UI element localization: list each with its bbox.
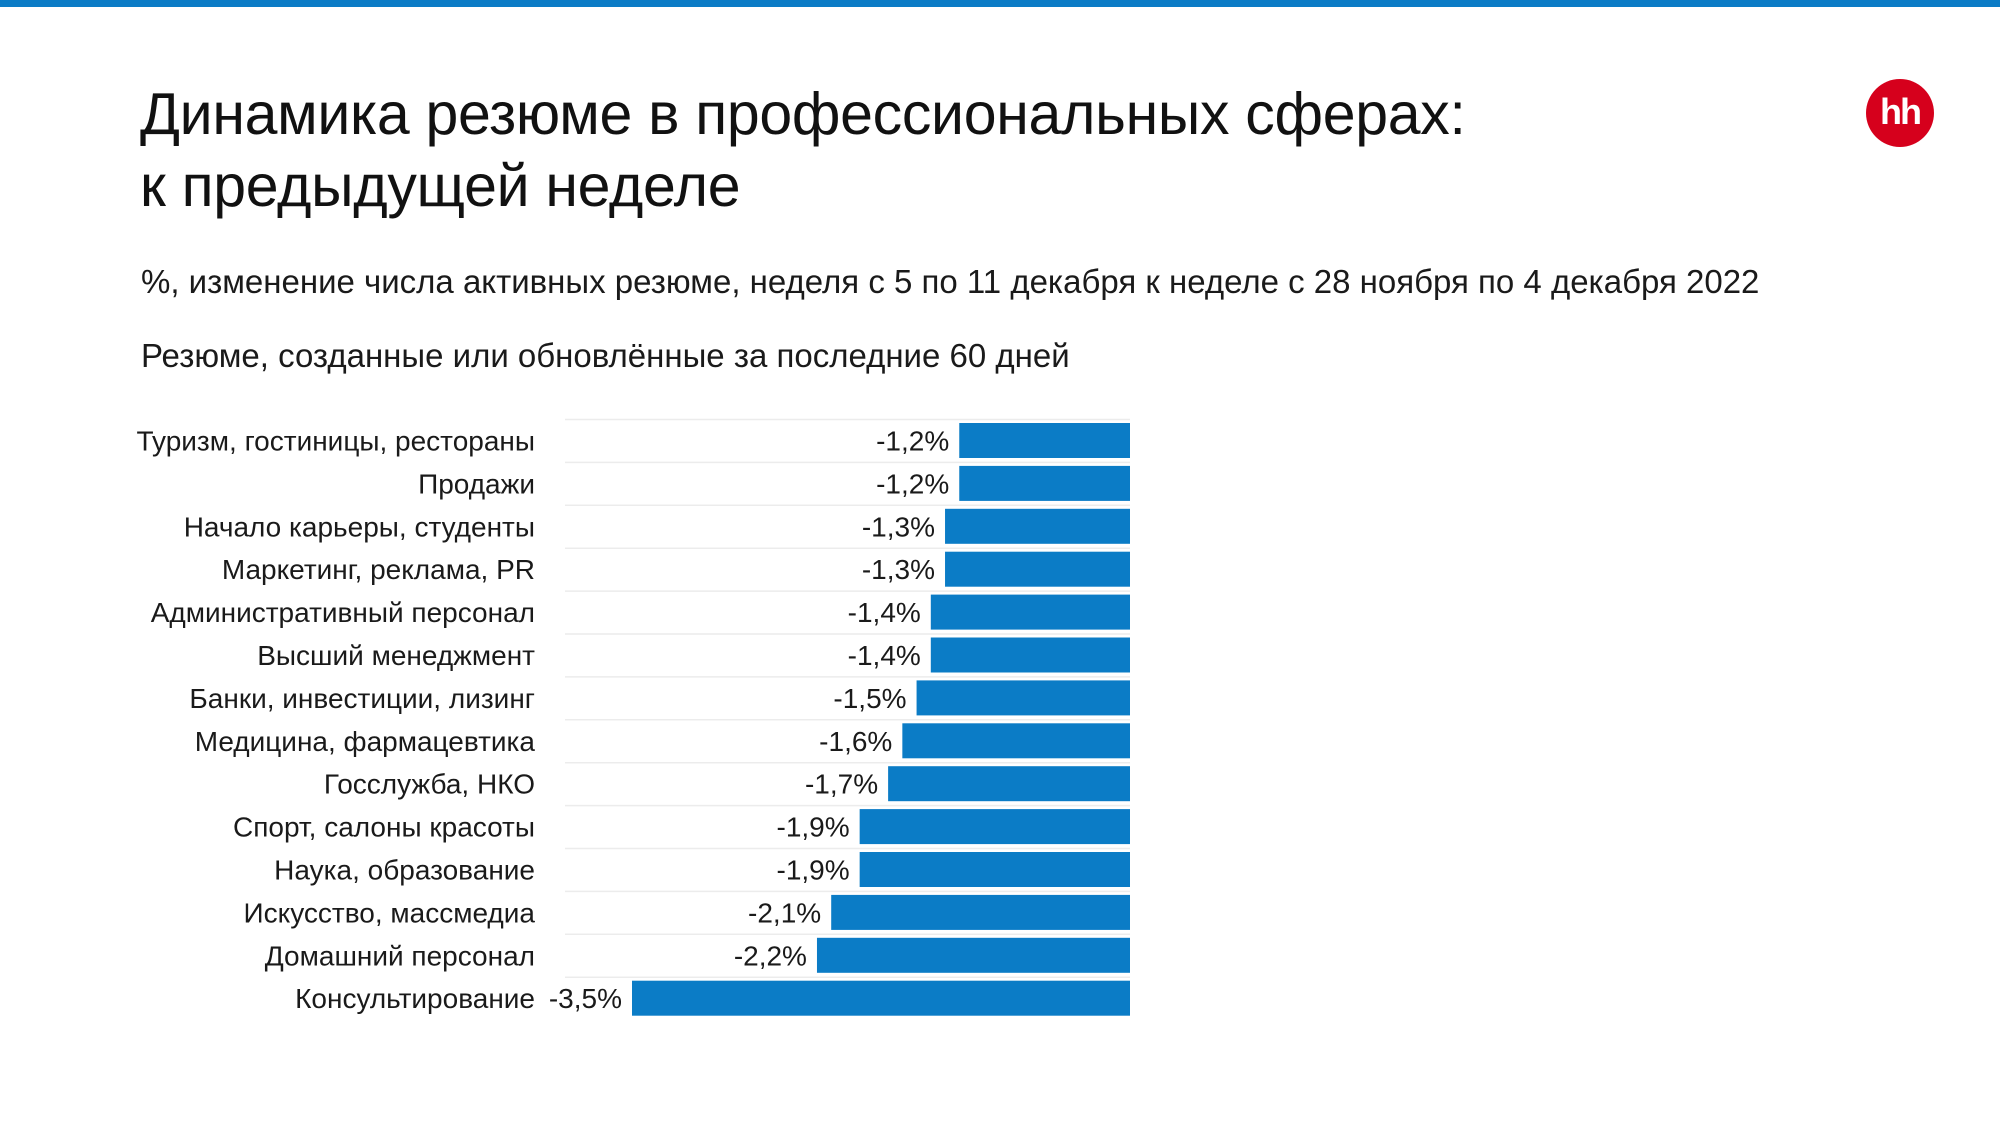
bar bbox=[859, 852, 1130, 887]
category-label: Домашний персонал bbox=[265, 940, 535, 971]
bar bbox=[959, 465, 1130, 501]
category-label: Высший менеджмент bbox=[257, 640, 535, 671]
category-label: Банки, инвестиции, лизинг bbox=[189, 683, 535, 714]
bar bbox=[945, 551, 1130, 587]
value-label: -1,4% bbox=[848, 640, 921, 671]
category-label: Консультирование bbox=[295, 983, 535, 1014]
value-label: -1,5% bbox=[833, 683, 906, 714]
category-label: Туризм, гостиницы, рестораны bbox=[137, 426, 536, 457]
title-line-2: к предыдущей неделе bbox=[140, 153, 741, 219]
value-label: -2,2% bbox=[734, 940, 807, 971]
bar bbox=[859, 809, 1130, 845]
value-label: -1,3% bbox=[862, 554, 935, 585]
bar bbox=[902, 723, 1130, 759]
category-label: Начало карьеры, студенты bbox=[184, 511, 535, 542]
value-label: -1,2% bbox=[876, 426, 949, 457]
page-title: Динамика резюме в профессиональных сфера… bbox=[140, 78, 1740, 222]
value-label: -1,3% bbox=[862, 511, 935, 542]
category-label: Госслужба, НКО bbox=[324, 769, 535, 800]
value-label: -1,6% bbox=[819, 726, 892, 757]
value-label: -3,5% bbox=[549, 983, 622, 1014]
category-label: Продажи bbox=[418, 468, 535, 499]
bar bbox=[959, 423, 1130, 458]
category-label: Маркетинг, реклама, PR bbox=[222, 554, 535, 585]
bar bbox=[916, 680, 1130, 716]
bar bbox=[816, 937, 1130, 973]
value-label: -1,2% bbox=[876, 468, 949, 499]
value-label: -1,7% bbox=[805, 769, 878, 800]
chart-note: Резюме, созданные или обновлённые за пос… bbox=[141, 337, 1070, 374]
category-label: Искусство, массмедиа bbox=[244, 897, 536, 928]
bar bbox=[930, 594, 1130, 630]
value-label: -1,9% bbox=[777, 812, 850, 843]
category-label: Спорт, салоны красоты bbox=[233, 812, 535, 843]
category-label: Административный персонал bbox=[151, 597, 535, 628]
bar bbox=[930, 637, 1130, 673]
category-label: Медицина, фармацевтика bbox=[195, 726, 536, 757]
title-line-1: Динамика резюме в профессиональных сфера… bbox=[140, 81, 1466, 147]
hh-logo: hh bbox=[1866, 79, 1934, 147]
bar bbox=[888, 766, 1130, 802]
bar bbox=[831, 894, 1130, 930]
value-label: -2,1% bbox=[748, 897, 821, 928]
bar bbox=[632, 980, 1130, 1016]
chart-subtitle: %, изменение числа активных резюме, неде… bbox=[141, 263, 1760, 300]
category-label: Наука, образование bbox=[274, 855, 535, 886]
top-accent-stripe bbox=[0, 0, 2000, 7]
value-label: -1,4% bbox=[848, 597, 921, 628]
bar bbox=[945, 508, 1130, 544]
value-label: -1,9% bbox=[777, 855, 850, 886]
